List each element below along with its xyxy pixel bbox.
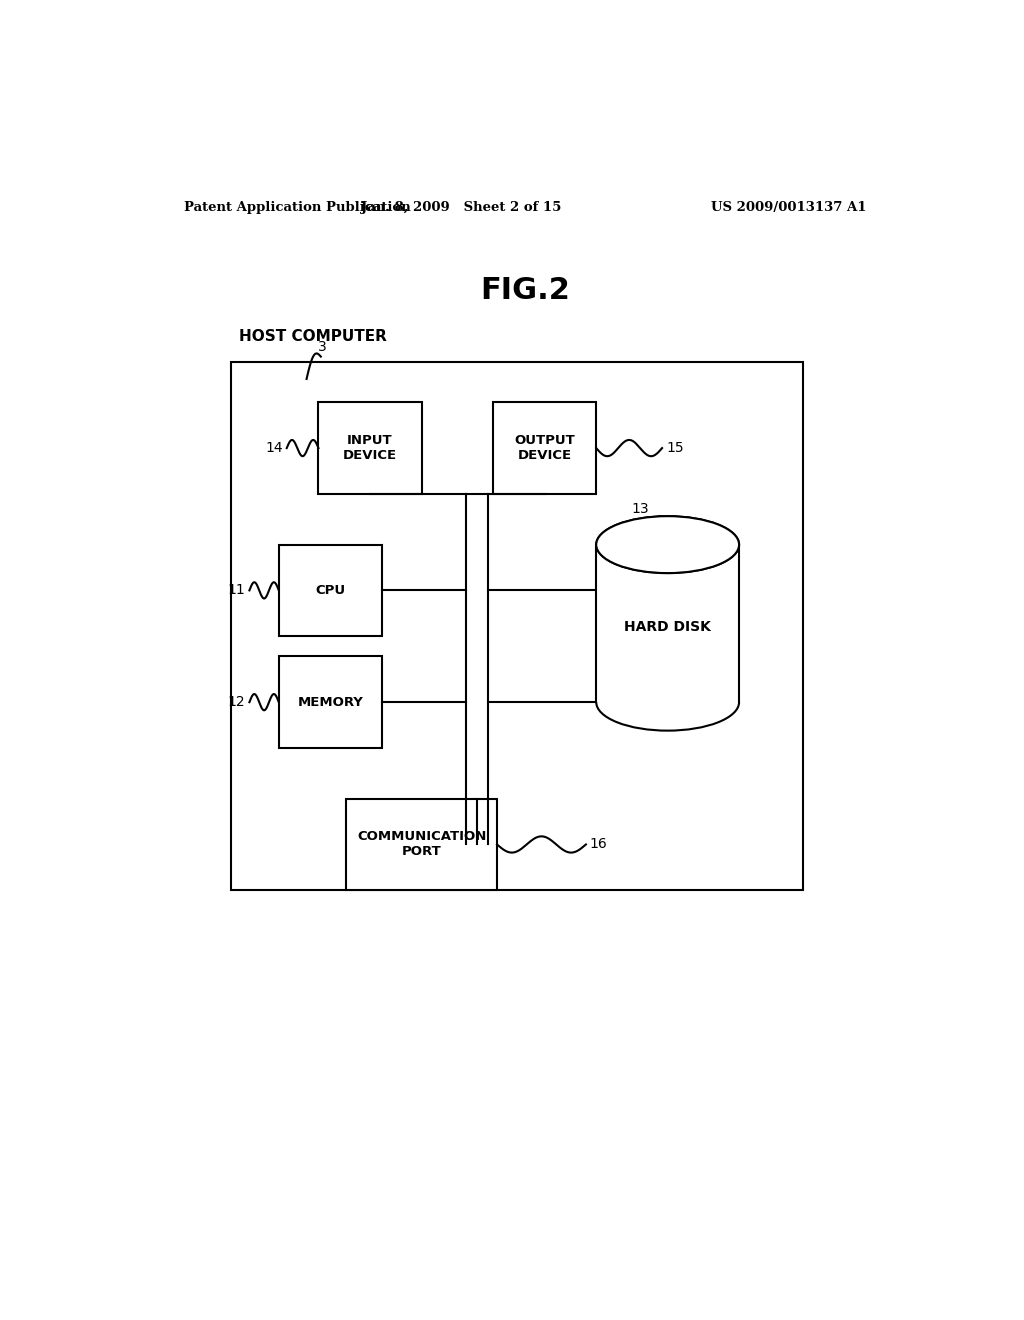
Text: 3: 3 [318,339,327,354]
Text: COMMUNICATION
PORT: COMMUNICATION PORT [357,830,486,858]
Text: 11: 11 [227,583,246,598]
Polygon shape [596,545,739,702]
Text: OUTPUT
DEVICE: OUTPUT DEVICE [514,434,575,462]
Text: 13: 13 [631,502,648,516]
Ellipse shape [596,516,739,573]
Text: US 2009/0013137 A1: US 2009/0013137 A1 [711,201,866,214]
Text: INPUT
DEVICE: INPUT DEVICE [343,434,397,462]
Text: 12: 12 [227,696,246,709]
Text: Patent Application Publication: Patent Application Publication [183,201,411,214]
Text: HARD DISK: HARD DISK [625,619,711,634]
Text: 14: 14 [265,441,283,455]
Text: 16: 16 [590,837,607,851]
Text: Jan. 8, 2009   Sheet 2 of 15: Jan. 8, 2009 Sheet 2 of 15 [361,201,561,214]
Text: 15: 15 [666,441,684,455]
Bar [494,403,596,494]
Text: FIG.2: FIG.2 [480,276,569,305]
Text: CPU: CPU [315,583,345,597]
Ellipse shape [596,516,739,573]
Text: HOST COMPUTER: HOST COMPUTER [240,329,387,343]
Bar [279,545,382,636]
Bar [279,656,382,748]
Bar [346,799,497,890]
Bar [231,362,803,890]
Text: MEMORY: MEMORY [297,696,364,709]
Bar [318,403,422,494]
